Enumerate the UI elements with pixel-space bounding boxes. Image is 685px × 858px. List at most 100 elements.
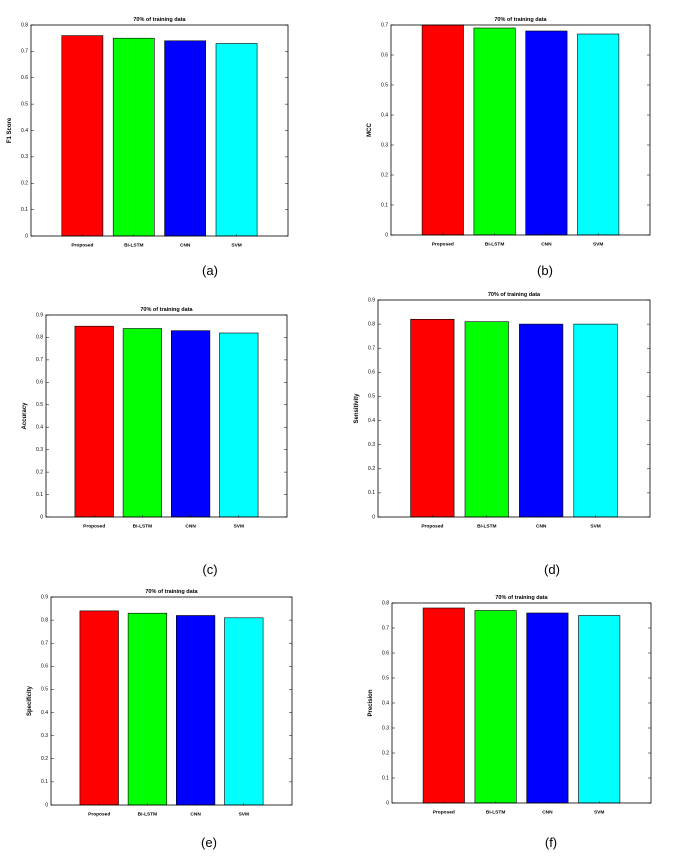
subfigure-caption: (a) — [202, 263, 218, 278]
x-tick-label: Proposed — [432, 241, 454, 247]
bar-proposed — [61, 35, 104, 237]
y-tick-label: 0.3 — [21, 154, 28, 160]
subfigure-caption: (c) — [202, 562, 217, 577]
y-tick-label: 0.4 — [41, 710, 48, 716]
chart-c: Proposed Bi-LSTM CNN SVM 0 0.1 0.2 0.3 0.4 0.5 0.6… — [22, 307, 288, 577]
y-tick-label: 0.1 — [368, 490, 375, 496]
y-axis-label: Specificity — [27, 685, 33, 716]
y-axis-label: Sensitivity — [354, 393, 360, 424]
x-tick-label: CNN — [180, 242, 191, 248]
bar-svm — [578, 615, 621, 804]
y-tick-label: 0.8 — [41, 617, 48, 623]
bar-svm — [573, 323, 618, 518]
bar-svm — [215, 43, 258, 237]
y-tick-label: 0.9 — [36, 312, 43, 318]
y-tick-label: 0.3 — [382, 725, 389, 731]
y-tick-label: 0.7 — [368, 346, 375, 352]
subfigure-caption: (f) — [545, 835, 557, 850]
y-tick-label: 0.2 — [381, 172, 388, 178]
plot-frame — [50, 596, 293, 806]
chart-d: Proposed Bi-LSTM CNN SVM 0 0.1 0.2 0.3 0.4 0.5 0.6… — [354, 292, 651, 577]
y-tick-label: 0.6 — [41, 664, 48, 670]
bar-cnn — [164, 40, 207, 237]
y-tick-label: 0.7 — [382, 625, 389, 631]
x-tick-label: SVM — [593, 241, 603, 247]
y-tick-label: 0.2 — [21, 181, 28, 187]
x-tick-label: Bi-LSTM — [485, 241, 504, 247]
y-tick-label: 0.9 — [41, 594, 48, 600]
y-tick-label: 0.2 — [36, 469, 43, 475]
y-tick-label: 0.9 — [368, 297, 375, 303]
chart-b: Proposed Bi-LSTM CNN SVM 0 0.1 0.2 0.3 0.4 0.5 0.6… — [367, 17, 651, 278]
y-tick-label: 0.6 — [381, 52, 388, 58]
x-tick-label: Bi-LSTM — [124, 242, 143, 248]
x-tick-label: SVM — [231, 242, 241, 248]
y-tick-label: 0.2 — [368, 466, 375, 472]
y-axis-label: Accuracy — [22, 402, 28, 430]
y-axis-label: MCC — [367, 123, 373, 137]
plot-frame — [45, 314, 288, 518]
y-tick-label: 0.4 — [36, 425, 43, 431]
y-tick-label: 0.3 — [381, 142, 388, 148]
x-tick-label: SVM — [594, 809, 604, 815]
y-tick-label: 0.7 — [41, 641, 48, 647]
chart-a: Proposed Bi-LSTM CNN SVM 0 0.1 0.2 0.3 0.4 0.5 0.6… — [7, 17, 289, 278]
x-tick-label: Proposed — [421, 523, 443, 529]
bar-cnn — [176, 615, 216, 806]
chart-title: 70% of training data — [494, 17, 547, 23]
y-tick-label: 0.7 — [381, 22, 388, 28]
y-axis-label: Precision — [368, 689, 374, 716]
y-tick-label: 0.8 — [368, 321, 375, 327]
y-tick-label: 0.1 — [41, 779, 48, 785]
bar-bi-lstm — [464, 321, 509, 518]
x-tick-label: Proposed — [433, 809, 455, 815]
bar-svm — [219, 332, 259, 518]
y-tick-label: 0.5 — [21, 101, 28, 107]
y-tick-label: 0 — [45, 802, 48, 808]
y-tick-label: 0.6 — [382, 650, 389, 656]
bar-proposed — [79, 610, 119, 806]
y-tick-label: 0.8 — [382, 600, 389, 606]
y-tick-label: 0.4 — [368, 418, 375, 424]
subfigure-caption: (d) — [544, 562, 560, 577]
x-tick-label: Proposed — [71, 242, 93, 248]
y-tick-label: 0.4 — [381, 112, 388, 118]
bar-bi-lstm — [112, 37, 155, 237]
y-tick-label: 0.1 — [382, 775, 389, 781]
y-tick-label: 0.7 — [36, 357, 43, 363]
bar-svm — [224, 617, 264, 806]
plot-frame — [390, 24, 651, 236]
bar-proposed — [410, 318, 455, 518]
x-tick-label: SVM — [234, 523, 244, 529]
y-tick-label: 0 — [385, 232, 388, 238]
y-tick-label: 0.2 — [41, 756, 48, 762]
y-tick-label: 0.8 — [36, 335, 43, 341]
y-axis-label: F1 Score — [7, 117, 13, 143]
y-tick-label: 0 — [25, 233, 28, 239]
x-tick-label: CNN — [542, 809, 553, 815]
y-tick-label: 0.2 — [382, 750, 389, 756]
x-tick-label: CNN — [536, 523, 547, 529]
bar-svm — [577, 33, 620, 236]
y-tick-label: 0.1 — [21, 207, 28, 213]
y-tick-label: 0.5 — [41, 687, 48, 693]
y-tick-label: 0.3 — [36, 447, 43, 453]
y-tick-label: 0 — [40, 514, 43, 520]
y-tick-label: 0.8 — [21, 22, 28, 28]
y-tick-label: 0.1 — [36, 492, 43, 498]
subfigure-caption: (e) — [201, 835, 217, 850]
y-tick-label: 0.4 — [21, 128, 28, 134]
bar-cnn — [171, 330, 211, 518]
y-tick-label: 0 — [372, 514, 375, 520]
y-tick-label: 0.5 — [36, 402, 43, 408]
y-tick-label: 0.5 — [368, 394, 375, 400]
y-tick-label: 0.5 — [381, 82, 388, 88]
chart-title: 70% of training data — [495, 595, 548, 601]
y-tick-label: 0.7 — [21, 49, 28, 55]
y-tick-label: 0.6 — [368, 370, 375, 376]
subfigure-caption: (b) — [537, 263, 553, 278]
y-tick-label: 0.5 — [382, 675, 389, 681]
chart-e: Proposed Bi-LSTM CNN SVM 0 0.1 0.2 0.3 0.4 0.5 0.6… — [27, 589, 293, 850]
bar-proposed — [421, 24, 464, 236]
x-tick-label: SVM — [239, 811, 249, 817]
